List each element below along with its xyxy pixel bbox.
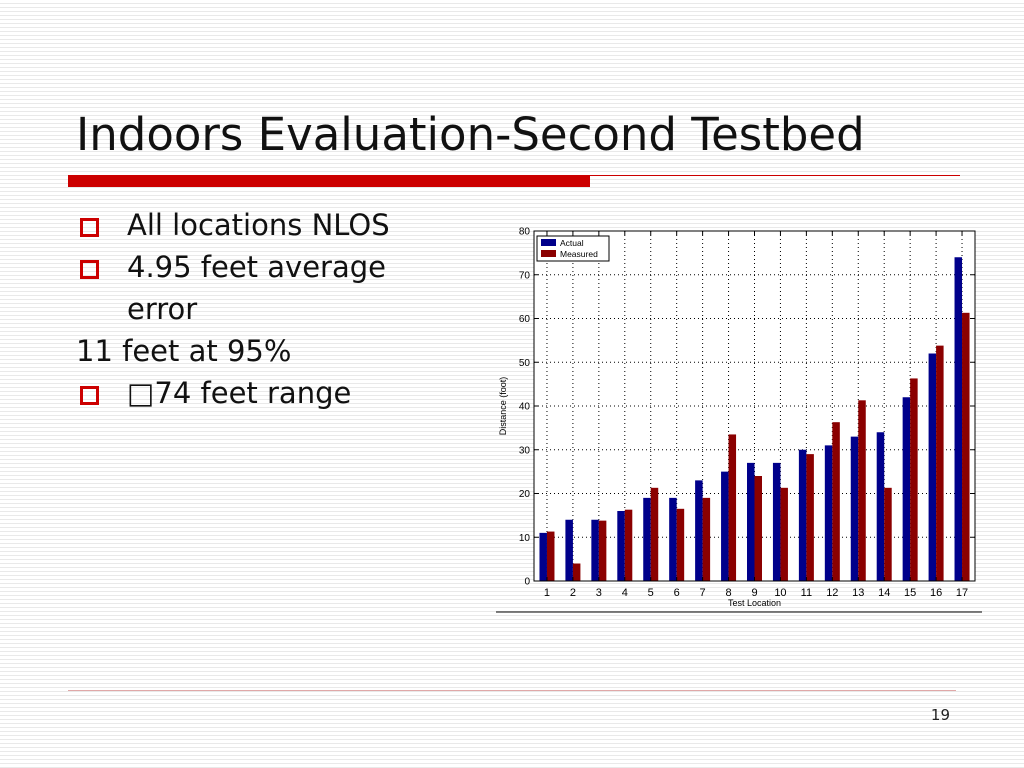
square-bullet-icon — [80, 218, 99, 237]
x-tick-label: 17 — [956, 587, 968, 599]
legend-swatch-measured — [541, 250, 556, 257]
bar-actual-1 — [539, 532, 547, 581]
y-tick-label: 40 — [519, 402, 531, 413]
bar-actual-5 — [643, 497, 651, 581]
x-tick-label: 5 — [648, 587, 654, 599]
bar-measured-12 — [832, 422, 840, 581]
bar-actual-14 — [876, 432, 885, 581]
bar-actual-13 — [850, 436, 859, 581]
y-tick-label: 70 — [519, 270, 531, 281]
x-tick-label: 3 — [596, 587, 602, 599]
legend-label-actual: Actual — [560, 238, 584, 248]
x-tick-label: 4 — [622, 587, 628, 599]
bullet-list: All locations NLOS 4.95 feet average err… — [76, 204, 496, 414]
bar-measured-4 — [624, 509, 633, 581]
bar-measured-15 — [910, 378, 918, 581]
y-tick-label: 10 — [519, 533, 531, 544]
bar-actual-12 — [824, 445, 833, 581]
line-text: 11 feet at 95% — [76, 334, 292, 368]
bar-measured-14 — [884, 487, 892, 581]
bar-measured-13 — [858, 400, 866, 581]
bar-measured-7 — [702, 497, 711, 581]
x-tick-label: 12 — [826, 587, 838, 599]
bar-actual-15 — [902, 397, 911, 581]
y-tick-label: 80 — [519, 227, 531, 238]
slide-title: Indoors Evaluation-Second Testbed — [76, 108, 865, 161]
bar-measured-10 — [780, 487, 788, 581]
x-tick-label: 14 — [878, 587, 890, 599]
y-tick-label: 60 — [519, 314, 531, 325]
legend-label-measured: Measured — [560, 249, 598, 259]
y-tick-label: 20 — [519, 489, 531, 500]
bullet-text-continuation: error — [127, 292, 198, 326]
x-tick-label: 10 — [774, 587, 786, 599]
title-underline-accent — [68, 175, 590, 187]
y-tick-label: 30 — [519, 445, 531, 456]
bar-actual-6 — [669, 497, 677, 581]
x-tick-label: 2 — [570, 587, 576, 599]
bar-actual-2 — [565, 519, 573, 581]
y-tick-label: 50 — [519, 358, 531, 369]
x-tick-label: 1 — [544, 587, 550, 599]
bar-measured-8 — [728, 434, 737, 581]
x-tick-label: 8 — [725, 587, 731, 599]
bar-actual-3 — [591, 519, 599, 581]
y-axis-label: Distance (foot) — [498, 377, 508, 436]
bar-actual-9 — [747, 462, 755, 581]
bar-actual-11 — [798, 449, 807, 581]
y-tick-label: 0 — [524, 577, 530, 588]
bar-measured-11 — [806, 454, 814, 581]
bullet-text: 4.95 feet average — [127, 250, 386, 284]
square-bullet-icon — [80, 260, 99, 279]
bullet-text: All locations NLOS — [127, 208, 390, 242]
bar-measured-9 — [754, 476, 762, 581]
bar-actual-10 — [772, 462, 781, 581]
bar-measured-5 — [650, 487, 659, 581]
bar-actual-17 — [954, 257, 963, 581]
bar-measured-2 — [572, 563, 581, 581]
x-tick-label: 11 — [801, 587, 812, 599]
x-tick-label: 15 — [904, 587, 916, 599]
title-underline-rule — [590, 175, 960, 176]
x-axis-label: Test Location — [728, 598, 781, 608]
bar-actual-16 — [928, 353, 937, 581]
x-tick-label: 7 — [700, 587, 706, 599]
bar-measured-16 — [936, 345, 944, 581]
bullet-text: □74 feet range — [127, 376, 352, 410]
plain-text-line: 11 feet at 95% — [76, 330, 496, 372]
bar-actual-7 — [695, 480, 703, 581]
square-bullet-icon — [80, 386, 99, 405]
bar-actual-8 — [721, 471, 729, 581]
x-tick-label: 6 — [674, 587, 680, 599]
legend-swatch-actual — [541, 239, 556, 246]
bar-actual-4 — [617, 511, 625, 581]
bar-measured-6 — [676, 508, 685, 581]
bar-measured-17 — [962, 312, 970, 581]
x-tick-label: 13 — [852, 587, 864, 599]
footer-rule — [68, 690, 956, 691]
page-number: 19 — [930, 706, 950, 724]
bullet-item: □74 feet range — [76, 372, 496, 414]
bar-measured-1 — [546, 531, 555, 581]
bullet-item: 4.95 feet average error — [76, 246, 496, 330]
bar-measured-3 — [598, 520, 607, 581]
x-tick-label: 9 — [751, 587, 757, 599]
bullet-item: All locations NLOS — [76, 204, 496, 246]
x-tick-label: 16 — [930, 587, 942, 599]
